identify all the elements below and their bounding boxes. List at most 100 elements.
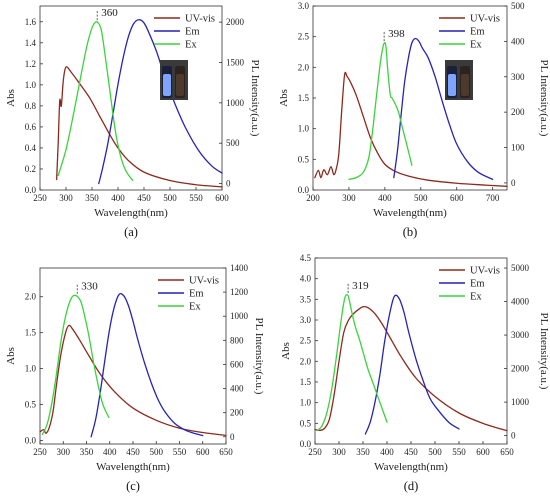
x-tick-label: 400 — [111, 193, 125, 203]
y-tick-label: 3.0 — [298, 1, 310, 11]
series-line-em — [90, 292, 204, 438]
legend-label: Em — [470, 279, 485, 290]
x-tick-label: 450 — [137, 193, 151, 203]
x-tick-label: 500 — [150, 447, 164, 457]
series-line-ex — [41, 294, 110, 436]
y-tick-label: 1.5 — [300, 377, 312, 387]
x-tick-label: 550 — [173, 447, 187, 457]
y2-tick-label: 0 — [226, 179, 231, 189]
chart-panel-d: 250 300 350 400 450 500 550 600 650 0.0 0.5 1.0 1.5 2… — [280, 253, 550, 493]
y-tick-label: 2.0 — [298, 62, 310, 72]
y-tick-label: 0.8 — [25, 101, 37, 111]
series-line-em — [393, 37, 494, 181]
x-tick-label: 350 — [85, 193, 99, 203]
legend-label: Ex — [470, 292, 482, 303]
x-tick-label: 500 — [163, 193, 177, 203]
inset-vial-photo — [160, 60, 188, 100]
chart-panel-c: 250 300 350 400 450 500 550 600 650 0.0 0.5 1.0 1.5 2… — [5, 263, 265, 493]
x-tick-label: 550 — [452, 447, 466, 457]
y2-tick-label: 800 — [230, 335, 244, 345]
series-line-em — [364, 294, 460, 435]
y-tick-label: 0.5 — [298, 154, 310, 164]
chart-panel-b: 200 300 400 500 600 700 0.0 0.5 1.0 1.5 2.0 2.5 3.0 0… — [278, 1, 550, 239]
y2-axis-title: PL Intensity(a.u.) — [249, 60, 261, 137]
y-tick-label: 0.6 — [25, 122, 37, 132]
x-axis-title: Wavelength(nm) — [96, 461, 170, 473]
y-tick-label: 0.0 — [25, 185, 37, 195]
y-tick-label: 1.0 — [300, 398, 312, 408]
legend-label: Em — [470, 27, 485, 38]
x-axis-title: Wavelength(nm) — [373, 207, 447, 219]
x-tick-label: 250 — [33, 447, 47, 457]
y-tick-label: 4.5 — [300, 253, 312, 263]
y-tick-label: 0.2 — [25, 164, 36, 174]
panel-label: (b) — [403, 225, 418, 239]
y-tick-label: 2.5 — [300, 336, 312, 346]
y2-tick-label: 600 — [230, 359, 244, 369]
y-tick-label: 1.4 — [25, 38, 37, 48]
x-tick-label: 400 — [103, 447, 117, 457]
y2-tick-label: 1000 — [511, 397, 530, 407]
peak-label: 360 — [101, 7, 118, 19]
y2-tick-label: 5000 — [511, 263, 530, 273]
y-tick-label: 3.0 — [300, 315, 312, 325]
y-tick-label: 1.0 — [25, 80, 37, 90]
y2-tick-label: 500 — [226, 138, 240, 148]
x-tick-label: 400 — [380, 447, 394, 457]
y2-tick-label: 1500 — [226, 57, 245, 67]
y2-tick-label: 200 — [230, 408, 244, 418]
y-tick-label: 1.6 — [25, 17, 37, 27]
vial-right-liquid — [461, 74, 469, 96]
y-tick-label: 0.0 — [298, 185, 310, 195]
x-tick-label: 700 — [486, 193, 500, 203]
panel-label: (c) — [126, 479, 140, 493]
panel-label: (a) — [124, 225, 138, 239]
series-line-ex — [348, 42, 413, 181]
y-tick-label: 1.5 — [25, 328, 37, 338]
peak-label: 319 — [352, 280, 369, 292]
x-tick-label: 300 — [342, 193, 356, 203]
plot-frame — [39, 5, 223, 191]
legend-label: Ex — [470, 40, 482, 51]
y-tick-label: 1.0 — [25, 364, 37, 374]
legend-label: Em — [189, 289, 204, 300]
y-tick-label: 4.0 — [300, 274, 312, 284]
y2-tick-label: 300 — [511, 72, 525, 82]
x-tick-label: 600 — [476, 447, 490, 457]
x-tick-label: 350 — [80, 447, 94, 457]
legend-label: UV-vis — [185, 14, 215, 25]
x-axis-title: Wavelength(nm) — [374, 461, 448, 473]
y-tick-label: 0.5 — [300, 418, 312, 428]
x-tick-label: 300 — [332, 447, 346, 457]
series-line-uvvis — [39, 324, 227, 437]
y2-tick-label: 1000 — [226, 98, 245, 108]
x-tick-label: 350 — [356, 447, 370, 457]
panel-label: (d) — [404, 479, 419, 493]
y2-tick-label: 2000 — [511, 364, 530, 374]
y-tick-label: 3.5 — [300, 294, 312, 304]
y2-tick-label: 100 — [511, 143, 525, 153]
y-tick-label: 0.5 — [25, 399, 37, 409]
y-tick-label: 1.5 — [298, 93, 310, 103]
vial-left-glow — [163, 74, 171, 96]
legend-label: UV-vis — [470, 14, 500, 25]
y-tick-label: 2.0 — [25, 292, 37, 302]
x-tick-label: 500 — [428, 447, 442, 457]
series-line-uvvis — [314, 305, 508, 432]
y2-axis-title: PL Intensity(a.u.) — [538, 60, 550, 137]
y-axis-title: Abs — [5, 347, 17, 365]
y2-tick-label: 400 — [230, 384, 244, 394]
y2-tick-label: 500 — [511, 1, 525, 11]
y-tick-label: 0.0 — [300, 439, 312, 449]
legend-label: Em — [185, 27, 200, 38]
y-axis-title: Abs — [280, 342, 292, 360]
peak-label: 398 — [388, 28, 405, 40]
x-tick-label: 550 — [189, 193, 203, 203]
y2-tick-label: 0 — [511, 178, 516, 188]
peak-label: 330 — [81, 281, 98, 293]
x-tick-label: 450 — [404, 447, 418, 457]
y2-tick-label: 4000 — [511, 297, 530, 307]
x-tick-label: 450 — [126, 447, 140, 457]
y-tick-label: 2.5 — [298, 32, 310, 42]
